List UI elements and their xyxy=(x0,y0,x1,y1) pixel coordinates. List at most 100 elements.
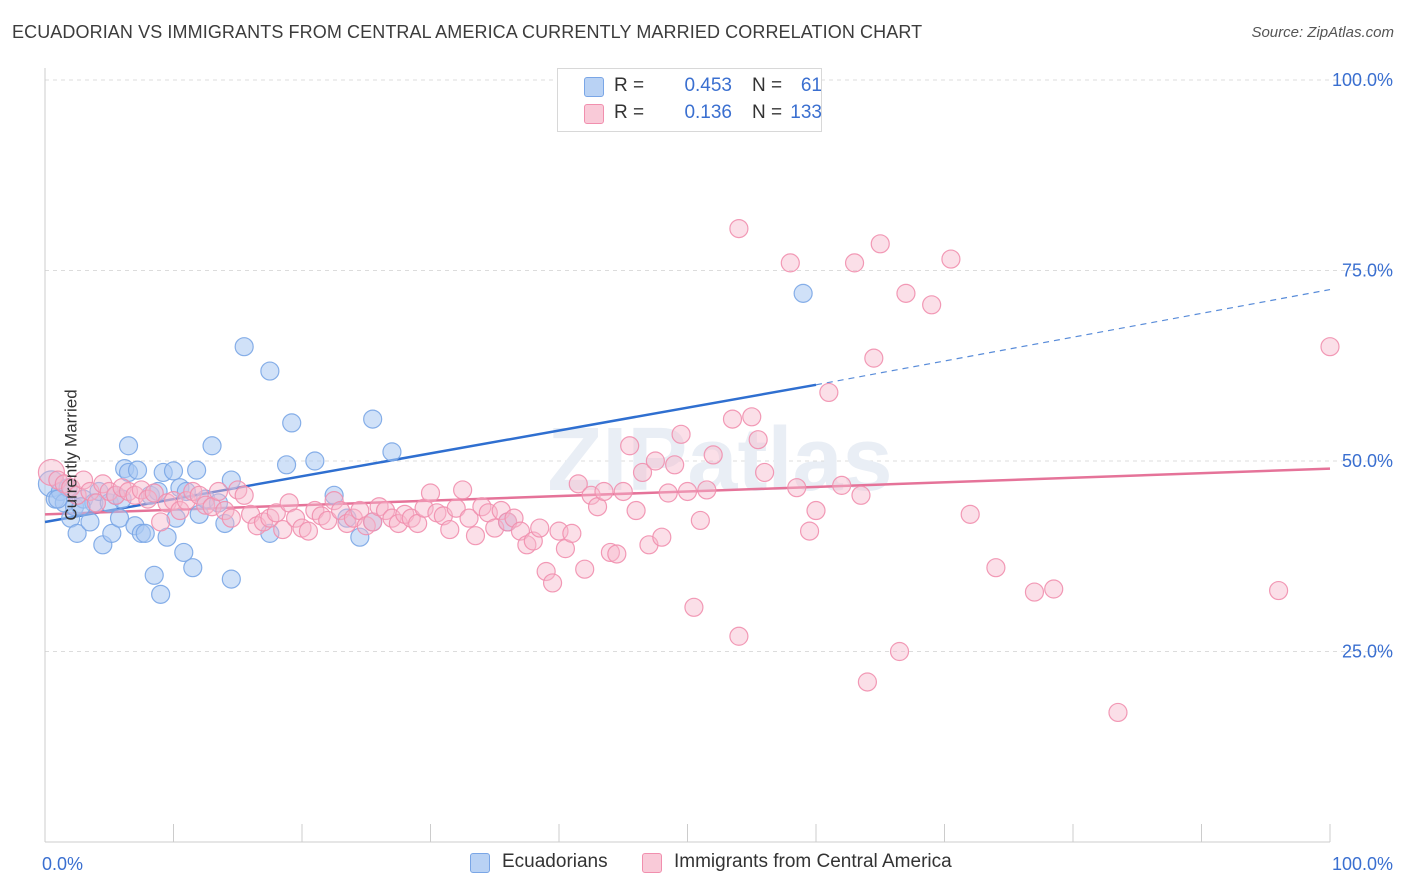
point-immigrants xyxy=(703,445,723,465)
point-immigrants xyxy=(1268,580,1289,601)
point-immigrants xyxy=(896,283,916,303)
point-immigrants xyxy=(453,480,473,500)
point-immigrants xyxy=(106,485,126,505)
point-immigrants xyxy=(575,559,595,579)
point-immigrants xyxy=(420,483,441,503)
point-ecuadorians xyxy=(102,523,122,543)
point-immigrants xyxy=(215,500,235,521)
point-immigrants xyxy=(986,558,1006,578)
legend-label-immigrants: Immigrants from Central America xyxy=(674,851,952,872)
point-immigrants xyxy=(632,462,653,483)
point-immigrants xyxy=(922,295,942,315)
point-immigrants xyxy=(594,481,614,502)
x-tick-label: 0.0% xyxy=(42,854,83,874)
point-immigrants xyxy=(780,253,800,273)
point-immigrants xyxy=(459,508,479,528)
trend-line-ecuadorians xyxy=(44,383,817,524)
point-immigrants xyxy=(568,474,588,494)
legend-swatch-ecuadorians xyxy=(584,77,604,97)
point-immigrants xyxy=(228,480,248,500)
point-immigrants xyxy=(401,508,421,528)
point-immigrants xyxy=(93,474,113,494)
point-immigrants xyxy=(86,493,107,513)
point-immigrants xyxy=(889,641,910,662)
point-immigrants xyxy=(208,481,229,502)
point-ecuadorians xyxy=(71,497,91,517)
tick-labels: 25.0% 50.0% 75.0% 100.0% 0.0% 100.0% xyxy=(42,70,1393,874)
point-immigrants xyxy=(266,503,286,523)
point-immigrants xyxy=(870,234,890,254)
point-ecuadorians xyxy=(221,470,241,490)
point-immigrants xyxy=(337,513,357,534)
point-immigrants xyxy=(607,544,627,564)
point-ecuadorians xyxy=(174,542,194,563)
point-immigrants xyxy=(542,573,563,593)
x-tick-label: 100.0% xyxy=(1332,854,1393,874)
point-immigrants xyxy=(620,436,640,456)
legend-r-label: R = xyxy=(614,102,645,123)
point-immigrants xyxy=(151,512,171,532)
point-immigrants xyxy=(144,483,164,503)
point-immigrants xyxy=(318,510,338,531)
trend-line-ecuadorians-extension xyxy=(815,288,1331,386)
point-ecuadorians xyxy=(67,523,87,543)
point-immigrants xyxy=(562,523,582,543)
point-immigrants xyxy=(1044,579,1064,599)
legend-swatch-ecuadorians xyxy=(470,853,490,873)
point-immigrants xyxy=(581,485,601,505)
point-immigrants xyxy=(652,527,672,547)
point-ecuadorians xyxy=(135,523,155,543)
point-immigrants xyxy=(125,485,145,505)
point-immigrants xyxy=(1320,337,1340,357)
point-ecuadorians xyxy=(127,460,148,480)
point-immigrants xyxy=(819,382,839,403)
point-ecuadorians xyxy=(221,569,241,589)
point-ecuadorians xyxy=(276,455,297,475)
point-immigrants xyxy=(851,485,871,505)
point-ecuadorians xyxy=(363,409,383,429)
point-immigrants xyxy=(671,424,691,444)
series-legend: Ecuadorians Immigrants from Central Amer… xyxy=(0,850,1406,878)
point-immigrants xyxy=(273,519,293,540)
y-tick-label: 50.0% xyxy=(1342,451,1393,471)
point-immigrants xyxy=(690,510,710,531)
point-ecuadorians xyxy=(118,436,139,456)
axes xyxy=(44,68,1331,843)
point-immigrants xyxy=(189,485,209,505)
point-immigrants xyxy=(742,407,762,427)
data-points xyxy=(37,218,1340,723)
legend-swatch-immigrants xyxy=(642,853,662,873)
point-immigrants xyxy=(305,500,325,521)
legend-n-value: 61 xyxy=(800,75,822,96)
point-immigrants xyxy=(799,521,820,541)
point-immigrants xyxy=(844,253,865,273)
point-ecuadorians xyxy=(109,508,130,528)
point-immigrants xyxy=(600,542,621,563)
legend-label-ecuadorians: Ecuadorians xyxy=(502,851,608,872)
point-immigrants xyxy=(729,218,749,239)
point-ecuadorians xyxy=(234,337,254,357)
point-immigrants xyxy=(658,483,678,503)
point-immigrants xyxy=(787,478,807,498)
point-immigrants xyxy=(754,462,775,483)
point-immigrants xyxy=(857,672,878,692)
y-tick-label: 25.0% xyxy=(1342,642,1393,662)
point-ecuadorians xyxy=(183,558,203,578)
point-immigrants xyxy=(645,451,665,471)
point-immigrants xyxy=(285,508,306,528)
point-immigrants xyxy=(170,500,190,521)
point-ecuadorians xyxy=(202,436,222,456)
point-immigrants xyxy=(832,475,852,495)
legend-n-label: N = xyxy=(752,102,783,123)
point-immigrants xyxy=(375,500,396,521)
trend-line-immigrants xyxy=(44,467,1331,516)
point-immigrants xyxy=(73,470,94,490)
point-immigrants xyxy=(440,519,460,540)
point-ecuadorians xyxy=(282,413,302,433)
point-immigrants xyxy=(221,508,241,528)
point-ecuadorians xyxy=(151,584,171,604)
point-ecuadorians xyxy=(80,512,100,532)
point-immigrants xyxy=(941,249,961,269)
trend-lines xyxy=(44,288,1331,524)
